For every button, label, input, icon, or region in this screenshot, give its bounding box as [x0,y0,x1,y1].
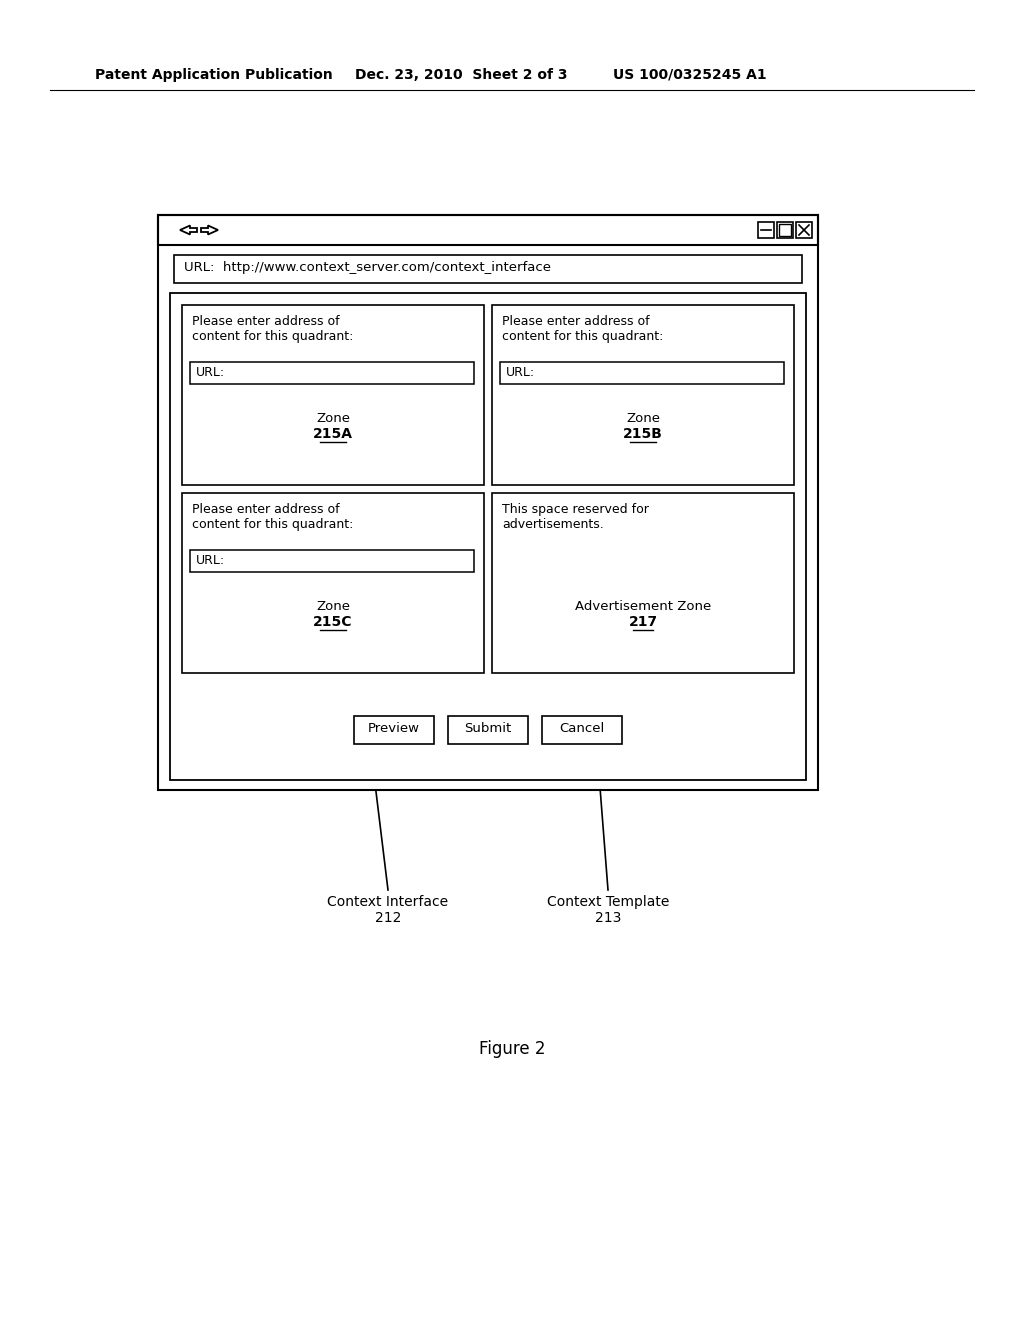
Text: 217: 217 [629,615,657,630]
Text: URL:: URL: [506,366,536,379]
Bar [158,215,818,789]
Text: URL:  http://www.context_server.com/context_interface: URL: http://www.context_server.com/conte… [184,261,551,275]
Text: 212: 212 [375,911,401,925]
Bar [182,305,484,484]
Bar [158,215,818,246]
Bar [777,222,793,238]
Bar [758,222,774,238]
Text: Zone: Zone [316,601,350,612]
Text: Dec. 23, 2010  Sheet 2 of 3: Dec. 23, 2010 Sheet 2 of 3 [355,69,567,82]
Bar [500,362,784,384]
Bar [779,224,791,236]
Text: Zone: Zone [626,412,660,425]
Bar [796,222,812,238]
Text: Submit: Submit [464,722,512,735]
Text: Please enter address of
content for this quadrant:: Please enter address of content for this… [193,315,353,343]
Text: This space reserved for
advertisements.: This space reserved for advertisements. [502,503,649,531]
Bar [492,305,794,484]
Bar [182,492,484,673]
Text: Cancel: Cancel [559,722,604,735]
Text: Advertisement Zone: Advertisement Zone [574,601,711,612]
Text: Please enter address of
content for this quadrant:: Please enter address of content for this… [502,315,664,343]
Bar [174,255,802,282]
Text: Figure 2: Figure 2 [479,1040,545,1059]
Text: Context Template: Context Template [547,895,670,909]
Text: Zone: Zone [316,412,350,425]
Text: Please enter address of
content for this quadrant:: Please enter address of content for this… [193,503,353,531]
Text: US 100/0325245 A1: US 100/0325245 A1 [613,69,767,82]
Text: 215A: 215A [313,426,353,441]
Bar [190,362,474,384]
Bar [170,293,806,780]
Bar [190,550,474,572]
Bar [449,715,528,744]
Text: 215B: 215B [623,426,663,441]
Text: 213: 213 [595,911,622,925]
Text: Preview: Preview [368,722,420,735]
Text: URL:: URL: [196,554,225,568]
Text: URL:: URL: [196,366,225,379]
Text: Patent Application Publication: Patent Application Publication [95,69,333,82]
Bar [492,492,794,673]
Bar [542,715,622,744]
Text: Context Interface: Context Interface [328,895,449,909]
Text: 215C: 215C [313,615,352,630]
Bar [354,715,434,744]
